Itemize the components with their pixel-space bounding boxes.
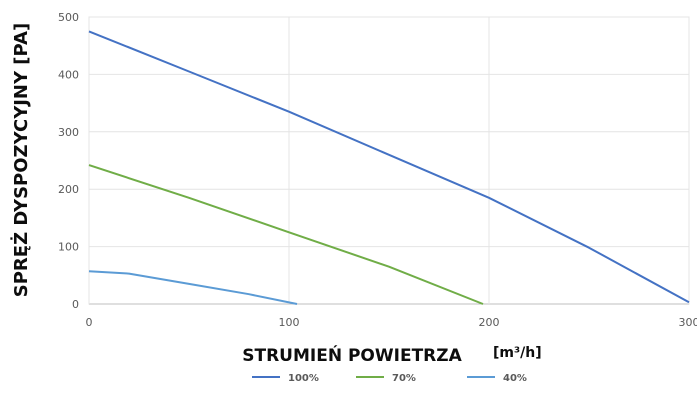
y-axis-label: SPRĘŻ DYSPOZYCYJNY [PA] [10, 23, 32, 297]
legend-item: 40% [467, 373, 527, 384]
legend-item: 70% [356, 373, 416, 384]
y-axis-ticks: 0 100 200 300 400 500 [58, 11, 79, 311]
series-line [88, 30, 690, 304]
series-100-pct [88, 30, 690, 304]
series-70-pct [88, 164, 484, 305]
legend: 100% 70% 40% [252, 373, 527, 384]
gridlines [88, 16, 690, 305]
series-layer [88, 30, 690, 305]
y-tick-label: 100 [58, 241, 79, 254]
legend-label: 40% [503, 373, 527, 384]
x-axis-unit: [m³/h] [493, 345, 542, 361]
x-tick-label: 0 [86, 316, 93, 329]
y-tick-label: 200 [58, 183, 79, 196]
y-tick-label: 500 [58, 11, 79, 24]
x-tick-label: 100 [279, 316, 300, 329]
x-axis-label: STRUMIEŃ POWIETRZA [242, 344, 462, 366]
y-tick-label: 400 [58, 68, 79, 81]
legend-label: 100% [288, 373, 319, 384]
y-tick-label: 0 [72, 298, 79, 311]
series-40-pct [88, 270, 298, 305]
x-tick-label: 300 [679, 316, 697, 329]
x-axis-ticks: 0 100 200 300 [86, 316, 697, 329]
x-tick-label: 200 [479, 316, 500, 329]
series-line [88, 164, 484, 305]
y-tick-label: 300 [58, 126, 79, 139]
legend-item: 100% [252, 373, 319, 384]
legend-label: 70% [392, 373, 416, 384]
